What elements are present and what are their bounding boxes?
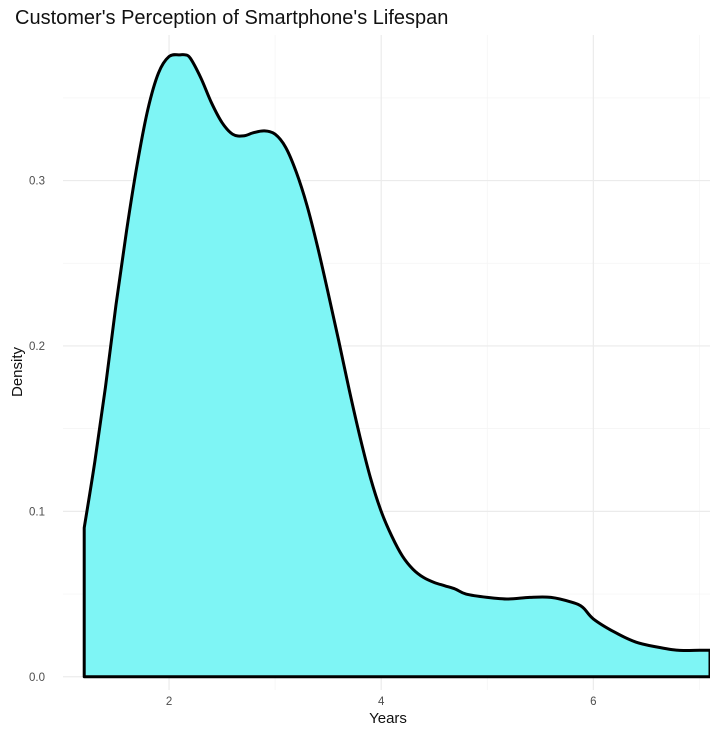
tick-labels: 2 4 6 0.0 0.1 0.2 0.3 <box>29 176 597 708</box>
x-tick-label: 6 <box>590 696 596 708</box>
x-axis-label: Years <box>369 710 407 727</box>
y-tick-label: 0.3 <box>29 176 45 188</box>
y-tick-label: 0.2 <box>29 341 45 353</box>
chart-title: Customer's Perception of Smartphone's Li… <box>15 7 448 29</box>
x-tick-label: 2 <box>166 696 172 708</box>
y-tick-label: 0.0 <box>29 672 45 684</box>
y-tick-label: 0.1 <box>29 506 45 518</box>
density-area <box>82 53 710 679</box>
plot-area <box>82 53 710 679</box>
x-tick-label: 4 <box>378 696 385 708</box>
y-axis-label: Density <box>9 346 26 397</box>
